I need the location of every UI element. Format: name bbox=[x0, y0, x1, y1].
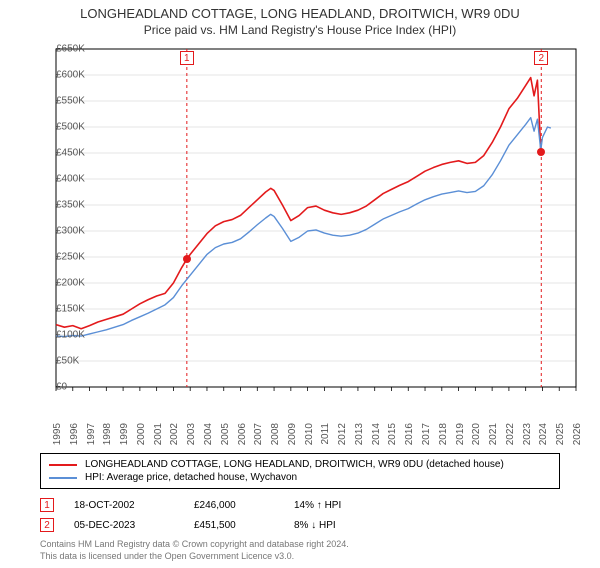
legend: LONGHEADLAND COTTAGE, LONG HEADLAND, DRO… bbox=[40, 453, 560, 489]
x-tick-label: 2009 bbox=[287, 423, 298, 445]
plot-area: £0 £50K £100K £150K £200K £250K £300K £350K £400… bbox=[20, 43, 580, 423]
event-row: 1 18-OCT-2002 £246,000 14% ↑ HPI bbox=[40, 495, 560, 515]
legend-item: HPI: Average price, detached house, Wych… bbox=[49, 471, 551, 484]
x-tick-label: 1995 bbox=[52, 423, 63, 445]
y-tick-label: £0 bbox=[56, 382, 60, 393]
y-tick-label: £350K bbox=[56, 200, 60, 211]
y-tick-label: £650K bbox=[56, 44, 60, 55]
event-marker-box: 1 bbox=[180, 51, 194, 65]
x-tick-label: 1996 bbox=[69, 423, 80, 445]
y-tick-label: £400K bbox=[56, 174, 60, 185]
events-table: 1 18-OCT-2002 £246,000 14% ↑ HPI 2 05-DEC-202… bbox=[40, 495, 560, 535]
y-tick-label: £600K bbox=[56, 70, 60, 81]
legend-item: LONGHEADLAND COTTAGE, LONG HEADLAND, DRO… bbox=[49, 458, 551, 471]
event-number-box: 1 bbox=[40, 498, 54, 512]
x-tick-label: 1999 bbox=[119, 423, 130, 445]
x-tick-label: 2016 bbox=[404, 423, 415, 445]
footer-line-2: This data is licensed under the Open Gov… bbox=[40, 551, 560, 563]
x-tick-label: 2020 bbox=[471, 423, 482, 445]
chart-subtitle: Price paid vs. HM Land Registry's House … bbox=[10, 23, 590, 37]
y-tick-label: £150K bbox=[56, 304, 60, 315]
x-tick-label: 2002 bbox=[169, 423, 180, 445]
event-marker-dot bbox=[183, 255, 191, 263]
event-price: £246,000 bbox=[194, 500, 274, 511]
footer: Contains HM Land Registry data © Crown c… bbox=[40, 539, 560, 562]
x-tick-label: 2006 bbox=[237, 423, 248, 445]
chart-title: LONGHEADLAND COTTAGE, LONG HEADLAND, DRO… bbox=[10, 6, 590, 21]
x-tick-label: 2005 bbox=[220, 423, 231, 445]
x-tick-label: 2008 bbox=[270, 423, 281, 445]
x-tick-label: 2019 bbox=[455, 423, 466, 445]
y-tick-label: £450K bbox=[56, 148, 60, 159]
x-tick-label: 2026 bbox=[572, 423, 583, 445]
legend-swatch bbox=[49, 477, 77, 479]
y-tick-label: £200K bbox=[56, 278, 60, 289]
x-tick-label: 2023 bbox=[522, 423, 533, 445]
event-number-box: 2 bbox=[40, 518, 54, 532]
x-tick-label: 2000 bbox=[136, 423, 147, 445]
legend-label: HPI: Average price, detached house, Wych… bbox=[85, 472, 297, 483]
event-marker-dot bbox=[537, 148, 545, 156]
event-price: £451,500 bbox=[194, 520, 274, 531]
x-tick-label: 2024 bbox=[538, 423, 549, 445]
x-tick-label: 2021 bbox=[488, 423, 499, 445]
x-tick-label: 2015 bbox=[387, 423, 398, 445]
x-tick-label: 2014 bbox=[371, 423, 382, 445]
y-tick-label: £550K bbox=[56, 96, 60, 107]
x-tick-label: 1997 bbox=[86, 423, 97, 445]
event-delta: 8% ↓ HPI bbox=[294, 520, 384, 531]
x-tick-label: 2018 bbox=[438, 423, 449, 445]
event-delta: 14% ↑ HPI bbox=[294, 500, 384, 511]
chart-container: LONGHEADLAND COTTAGE, LONG HEADLAND, DRO… bbox=[0, 0, 600, 562]
x-tick-label: 2022 bbox=[505, 423, 516, 445]
y-tick-label: £300K bbox=[56, 226, 60, 237]
x-tick-label: 2004 bbox=[203, 423, 214, 445]
event-marker-box: 2 bbox=[534, 51, 548, 65]
chart-svg bbox=[20, 43, 580, 423]
x-tick-label: 2010 bbox=[304, 423, 315, 445]
event-date: 05-DEC-2023 bbox=[74, 520, 174, 531]
event-date: 18-OCT-2002 bbox=[74, 500, 174, 511]
y-tick-label: £100K bbox=[56, 330, 60, 341]
x-tick-label: 2001 bbox=[153, 423, 164, 445]
title-block: LONGHEADLAND COTTAGE, LONG HEADLAND, DRO… bbox=[0, 0, 600, 39]
x-tick-label: 2011 bbox=[320, 423, 331, 445]
x-tick-label: 2007 bbox=[253, 423, 264, 445]
legend-label: LONGHEADLAND COTTAGE, LONG HEADLAND, DRO… bbox=[85, 459, 504, 470]
footer-line-1: Contains HM Land Registry data © Crown c… bbox=[40, 539, 560, 551]
y-tick-label: £50K bbox=[56, 356, 60, 367]
y-tick-label: £250K bbox=[56, 252, 60, 263]
x-tick-label: 2003 bbox=[186, 423, 197, 445]
x-tick-label: 2017 bbox=[421, 423, 432, 445]
x-tick-label: 2013 bbox=[354, 423, 365, 445]
x-tick-label: 2012 bbox=[337, 423, 348, 445]
y-tick-label: £500K bbox=[56, 122, 60, 133]
legend-swatch bbox=[49, 464, 77, 466]
x-tick-label: 1998 bbox=[102, 423, 113, 445]
event-row: 2 05-DEC-2023 £451,500 8% ↓ HPI bbox=[40, 515, 560, 535]
x-tick-label: 2025 bbox=[555, 423, 566, 445]
